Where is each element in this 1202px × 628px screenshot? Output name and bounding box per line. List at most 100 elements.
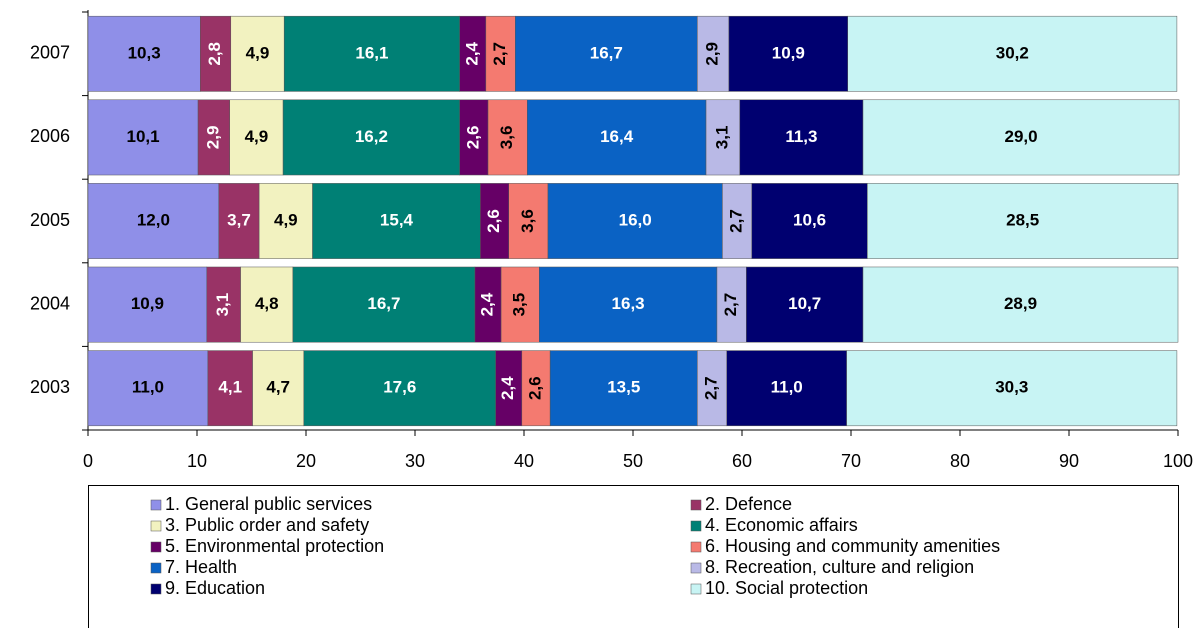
y-tick-label: 2004 [30,293,70,313]
value-label: 10,3 [128,43,161,62]
bar-segment [312,183,481,259]
value-label: 3,6 [497,126,516,150]
value-label: 2,6 [525,376,544,400]
value-label: 17,6 [383,378,416,397]
bar-segment [508,183,549,259]
value-label: 2,7 [727,209,746,233]
bar-segment [862,99,1180,176]
value-label: 29,0 [1004,127,1037,146]
bar-segment [87,350,209,427]
value-label: 12,0 [137,210,170,229]
value-label: 16,1 [355,43,388,62]
value-label: 10,7 [788,294,821,313]
value-label: 13,5 [607,378,640,397]
value-label: 11,3 [785,127,817,146]
value-label: 10,9 [772,43,805,62]
bar-segment [200,15,232,92]
x-tick-label: 0 [83,451,93,471]
value-label: 2,6 [484,209,503,233]
y-tick-label: 2006 [30,126,70,146]
value-label: 4,9 [245,127,269,146]
bar-segment [521,350,551,427]
bar-segment [87,183,220,259]
bar-segment [726,350,847,427]
bar-segment [480,183,509,259]
legend-swatch [690,499,702,511]
x-tick-label: 20 [296,451,316,471]
bar-segment [197,99,230,176]
value-label: 2,9 [203,126,222,150]
value-label: 3,1 [712,126,731,150]
bar-segment [697,15,730,92]
bar-segment [252,350,305,427]
x-tick-label: 60 [732,451,752,471]
value-label: 4,1 [218,378,242,397]
bar-segment [87,266,208,343]
value-label: 3,6 [518,209,537,233]
x-tick-label: 90 [1059,451,1079,471]
value-label: 4,9 [274,210,298,229]
value-label: 2,7 [702,376,721,400]
bar-segment [240,266,294,343]
bar-segment [282,99,460,176]
y-tick-label: 2007 [30,43,70,63]
bar-segment [847,15,1178,92]
value-label: 16,4 [600,127,634,146]
value-label: 30,3 [995,378,1028,397]
y-tick-label: 2003 [30,377,70,397]
bar-segment [746,266,864,343]
legend-label: 2. Defence [705,494,792,514]
bar-segment [303,350,496,427]
bar-segment [292,266,476,343]
legend-label: 3. Public order and safety [165,515,369,535]
bar-segment [230,15,285,92]
value-label: 10,9 [131,294,164,313]
legend-box [88,485,1179,628]
legend-swatch [150,541,162,553]
legend-label: 7. Health [165,557,237,577]
bar-segment [705,99,741,176]
bar-segment [862,266,1179,343]
legend-swatch [690,541,702,553]
value-label: 16,0 [619,210,652,229]
value-label: 2,8 [205,42,224,66]
value-label: 3,1 [213,293,232,317]
value-label: 2,6 [463,126,482,150]
bar-segment [229,99,284,176]
value-label: 10,6 [793,210,826,229]
legend-label: 9. Education [165,578,265,598]
bar-segment [500,266,540,343]
legend-swatch [150,562,162,574]
bar-segment [474,266,502,343]
legend-swatch [690,583,702,595]
x-tick-label: 10 [187,451,207,471]
value-label: 15,4 [380,210,414,229]
legend-label: 8. Recreation, culture and religion [705,557,974,577]
bar-segment [218,183,260,259]
bar-segment [258,183,313,259]
bar-segment [539,266,718,343]
bar-segment [739,99,864,176]
legend-swatch [690,520,702,532]
x-tick-label: 30 [405,451,425,471]
value-label: 2,7 [721,293,740,317]
bar-segment [515,15,698,92]
legend-label: 10. Social protection [705,578,868,598]
bar-segment [728,15,848,92]
bar-segment [459,99,489,176]
legend-label: 1. General public services [165,494,372,514]
legend-swatch [150,520,162,532]
value-label: 11,0 [132,378,164,397]
value-label: 2,4 [478,292,497,316]
bar-segment [547,183,723,259]
value-label: 2,4 [462,41,481,65]
value-label: 2,4 [498,376,517,400]
value-label: 2,7 [490,42,509,66]
value-label: 16,3 [612,294,645,313]
bar-segment [527,99,707,176]
legend-swatch [690,562,702,574]
x-tick-label: 80 [950,451,970,471]
bar-segment [459,15,487,92]
bar-segment [87,15,201,92]
